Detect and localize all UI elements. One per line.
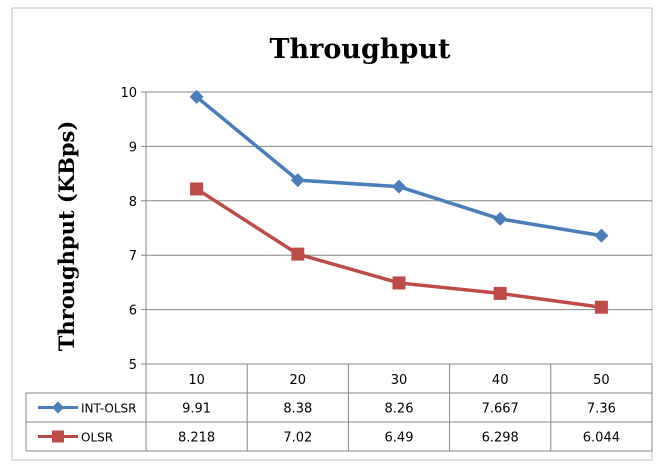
y-tick-label: 10 — [120, 86, 137, 101]
data-point — [189, 89, 204, 104]
x-category-label: 30 — [391, 373, 408, 388]
data-point — [392, 179, 406, 194]
y-tick-label: 7 — [129, 249, 137, 264]
data-table: 10 20 30 40 50 INT-OLSR 9.91 8.38 8.26 7.667 7.36 O… — [25, 363, 653, 452]
data-point — [493, 211, 508, 226]
table-cell-value: 7.02 — [283, 431, 312, 446]
data-point — [594, 228, 609, 243]
legend-key-marker — [52, 401, 64, 414]
y-axis-label: Throughput (KBps) — [54, 121, 79, 352]
y-tick-label: 5 — [129, 358, 137, 373]
table-cell-value: 6.298 — [482, 431, 519, 446]
table-cell-value: 6.49 — [385, 431, 414, 446]
x-category-label: 50 — [593, 373, 610, 388]
y-axis-ticks: 5 6 7 8 9 10 — [120, 86, 146, 373]
table-cell-value: 6.044 — [583, 431, 620, 446]
table-cell-value: 8.38 — [283, 402, 312, 417]
data-point — [392, 276, 406, 290]
data-point — [493, 286, 507, 300]
table-cell-value: 8.26 — [385, 402, 414, 417]
y-tick-label: 8 — [129, 195, 137, 210]
data-point — [291, 247, 305, 261]
table-cell-value: 8.218 — [178, 431, 215, 446]
legend-label: INT-OLSR — [81, 402, 137, 416]
x-category-label: 10 — [188, 373, 205, 388]
legend-key-marker — [52, 430, 64, 443]
table-cell-value: 9.91 — [182, 402, 211, 417]
legend-label: OLSR — [81, 431, 113, 445]
y-tick-label: 6 — [129, 304, 137, 319]
chart-border — [11, 7, 653, 461]
data-point — [594, 300, 608, 314]
y-tick-label: 9 — [129, 140, 137, 155]
table-cell-value: 7.667 — [482, 402, 519, 417]
chart-title: Throughput — [269, 34, 451, 65]
x-category-label: 40 — [492, 373, 509, 388]
data-point — [190, 182, 204, 196]
data-point — [290, 173, 305, 188]
table-cell-value: 7.36 — [587, 402, 616, 417]
x-category-label: 20 — [290, 373, 307, 388]
series-lines — [189, 89, 609, 314]
